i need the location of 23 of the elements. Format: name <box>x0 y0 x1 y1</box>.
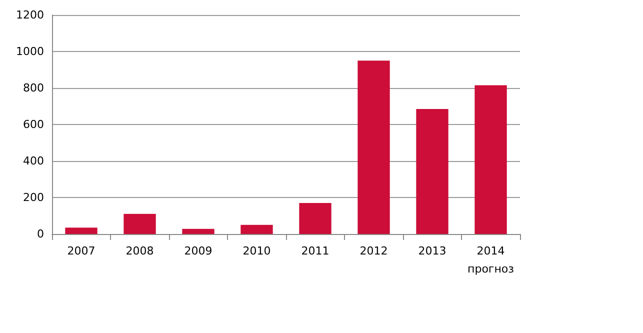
y-tick-label: 1200 <box>16 8 44 22</box>
bar <box>474 85 507 234</box>
x-tick-label: 2013 <box>418 244 446 258</box>
bar <box>182 228 214 234</box>
y-tick-label: 800 <box>23 82 44 94</box>
x-tick-label: 2011 <box>301 244 330 258</box>
y-tick-label: 0 <box>37 228 44 240</box>
y-tick-label: 600 <box>23 118 44 131</box>
bar <box>358 60 390 234</box>
x-tick-label: 2009 <box>184 244 212 258</box>
bar <box>299 202 332 234</box>
bar <box>240 224 273 234</box>
bar <box>416 108 448 234</box>
y-tick-label: 400 <box>23 154 44 168</box>
y-tick-label: 1000 <box>16 45 44 58</box>
x-tick-label: 2010 <box>242 244 271 258</box>
x-tick-label: 2012 <box>360 244 388 258</box>
y-tick-label: 200 <box>23 191 44 204</box>
x-tick-label: 2007 <box>67 244 96 258</box>
bar <box>65 228 98 234</box>
x-tick-label: 2008 <box>126 244 154 258</box>
bar <box>124 214 156 234</box>
x-tick-label: 2014 прогноз <box>468 244 514 276</box>
